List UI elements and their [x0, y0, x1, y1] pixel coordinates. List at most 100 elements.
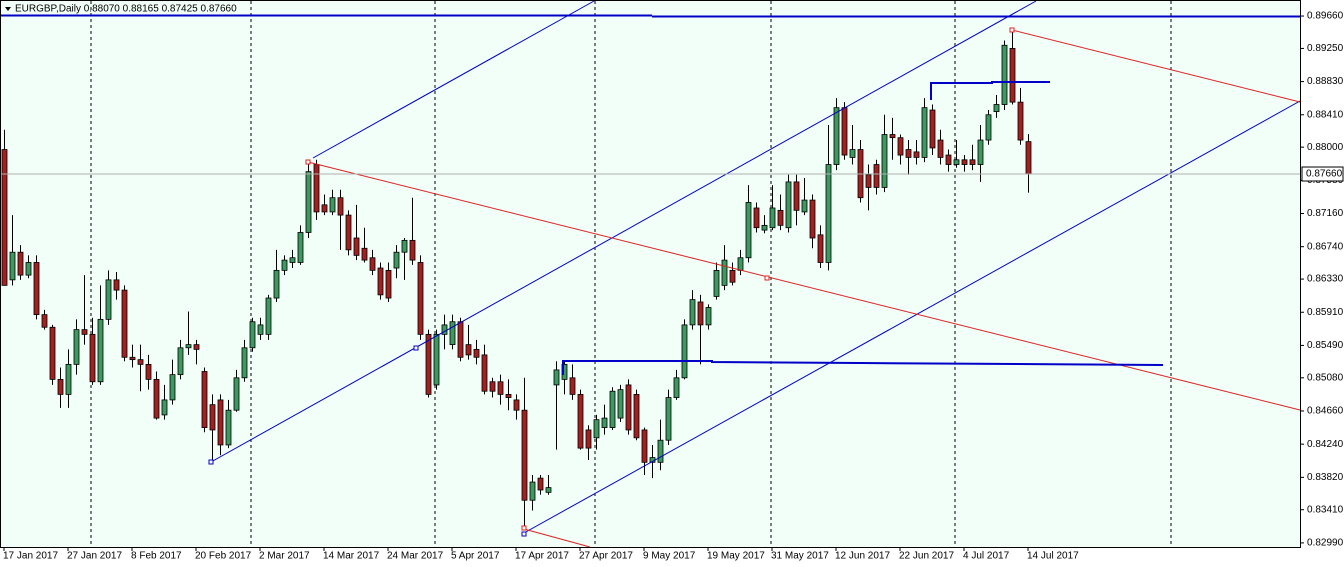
x-tick-label: 17 Apr 2017	[515, 551, 569, 562]
current-price-box	[1301, 166, 1344, 182]
x-tick-label: 12 Jun 2017	[835, 551, 890, 562]
candle-body	[65, 363, 72, 395]
y-tick-label: 0.86330	[1307, 274, 1344, 285]
candle-body	[369, 257, 376, 271]
x-tick-label: 20 Feb 2017	[195, 551, 252, 562]
candle-body	[729, 269, 736, 283]
candle-body	[161, 399, 168, 416]
level-line	[930, 81, 1050, 100]
candle-body	[745, 202, 752, 259]
candle-body	[721, 259, 728, 286]
candle-body	[121, 289, 128, 358]
candle-body	[497, 381, 504, 395]
candle-body	[985, 114, 992, 141]
candle-body	[657, 439, 664, 463]
x-tick-label: 27 Jan 2017	[67, 551, 122, 562]
candle-body	[49, 326, 56, 380]
y-tick-label: 0.83410	[1307, 504, 1344, 515]
candle-body	[785, 181, 792, 229]
y-tick-label: 0.88410	[1307, 109, 1344, 120]
candle-body	[305, 171, 312, 233]
candle-body	[825, 164, 832, 263]
candle-body	[953, 159, 960, 165]
candle-body	[361, 247, 368, 261]
candle-body	[617, 389, 624, 419]
candle-body	[449, 321, 456, 346]
red-trendline	[1011, 29, 1301, 103]
chart-title: EURGBP,Daily 0.88070 0.88165 0.87425 0.8…	[15, 4, 237, 15]
candle-body	[137, 359, 144, 365]
candle-body	[89, 333, 96, 383]
candle-body	[833, 107, 840, 165]
candle-body	[841, 107, 848, 156]
candle-body	[513, 399, 520, 411]
candle-body	[257, 324, 264, 335]
candle-body	[905, 149, 912, 158]
candle-body	[465, 344, 472, 356]
candle-body	[241, 347, 248, 379]
candle-body	[945, 154, 952, 165]
candle-body	[897, 137, 904, 156]
y-tick-label: 0.85910	[1307, 307, 1344, 318]
candle-body	[105, 279, 112, 320]
candle-body	[969, 159, 976, 165]
y-tick-label: 0.89250	[1307, 43, 1344, 54]
candle-body	[433, 333, 440, 386]
candle-body	[129, 356, 136, 361]
candle-body	[553, 369, 560, 386]
x-tick-label: 22 Jun 2017	[899, 551, 954, 562]
anchor	[764, 275, 770, 281]
candle-body	[481, 354, 488, 392]
x-tick-label: 5 Apr 2017	[451, 551, 500, 562]
candle-body	[609, 390, 616, 428]
candle-body	[329, 197, 336, 213]
level-line	[562, 360, 1164, 375]
y-tick-label: 0.84240	[1307, 439, 1344, 450]
candle-body	[425, 333, 432, 395]
candle-body	[529, 481, 536, 501]
candle-body	[697, 301, 704, 326]
candle-body	[753, 207, 760, 229]
x-tick-label: 27 Apr 2017	[579, 551, 633, 562]
candle-body	[937, 139, 944, 158]
candle-body	[473, 348, 480, 358]
candle-body	[313, 164, 320, 213]
candle-body	[665, 397, 672, 441]
x-tick-label: 31 May 2017	[771, 551, 829, 562]
channel-line	[523, 100, 1301, 534]
y-tick-label: 0.82990	[1307, 538, 1344, 549]
y-tick-label: 0.84660	[1307, 406, 1344, 417]
candle-body	[385, 269, 392, 299]
x-tick-label: 19 May 2017	[707, 551, 765, 562]
candle-body	[209, 404, 216, 431]
candle-body	[73, 329, 80, 365]
menu-icon[interactable]	[5, 7, 11, 11]
candle-body	[625, 384, 632, 431]
candle-body	[633, 393, 640, 439]
candle-body	[705, 307, 712, 326]
candle-body	[865, 174, 872, 188]
anchor	[305, 159, 311, 165]
candle-body	[569, 377, 576, 395]
candle-body	[17, 251, 24, 276]
candle-body	[345, 214, 352, 251]
candle-body	[849, 149, 856, 158]
candle-body	[217, 399, 224, 446]
candle-body	[769, 207, 776, 229]
candle-body	[993, 104, 1000, 113]
candle-body	[641, 429, 648, 463]
candle-body	[713, 269, 720, 297]
candle-body	[521, 409, 528, 501]
y-tick-label: 0.85490	[1307, 340, 1344, 351]
candle-body	[353, 237, 360, 256]
candle-body	[537, 477, 544, 491]
candle-body	[457, 321, 464, 358]
candle-body	[281, 259, 288, 271]
candle-body	[577, 393, 584, 449]
candle-body	[1025, 141, 1032, 175]
candle-body	[81, 329, 88, 335]
candle-body	[177, 347, 184, 376]
y-tick-label: 0.85080	[1307, 372, 1344, 383]
